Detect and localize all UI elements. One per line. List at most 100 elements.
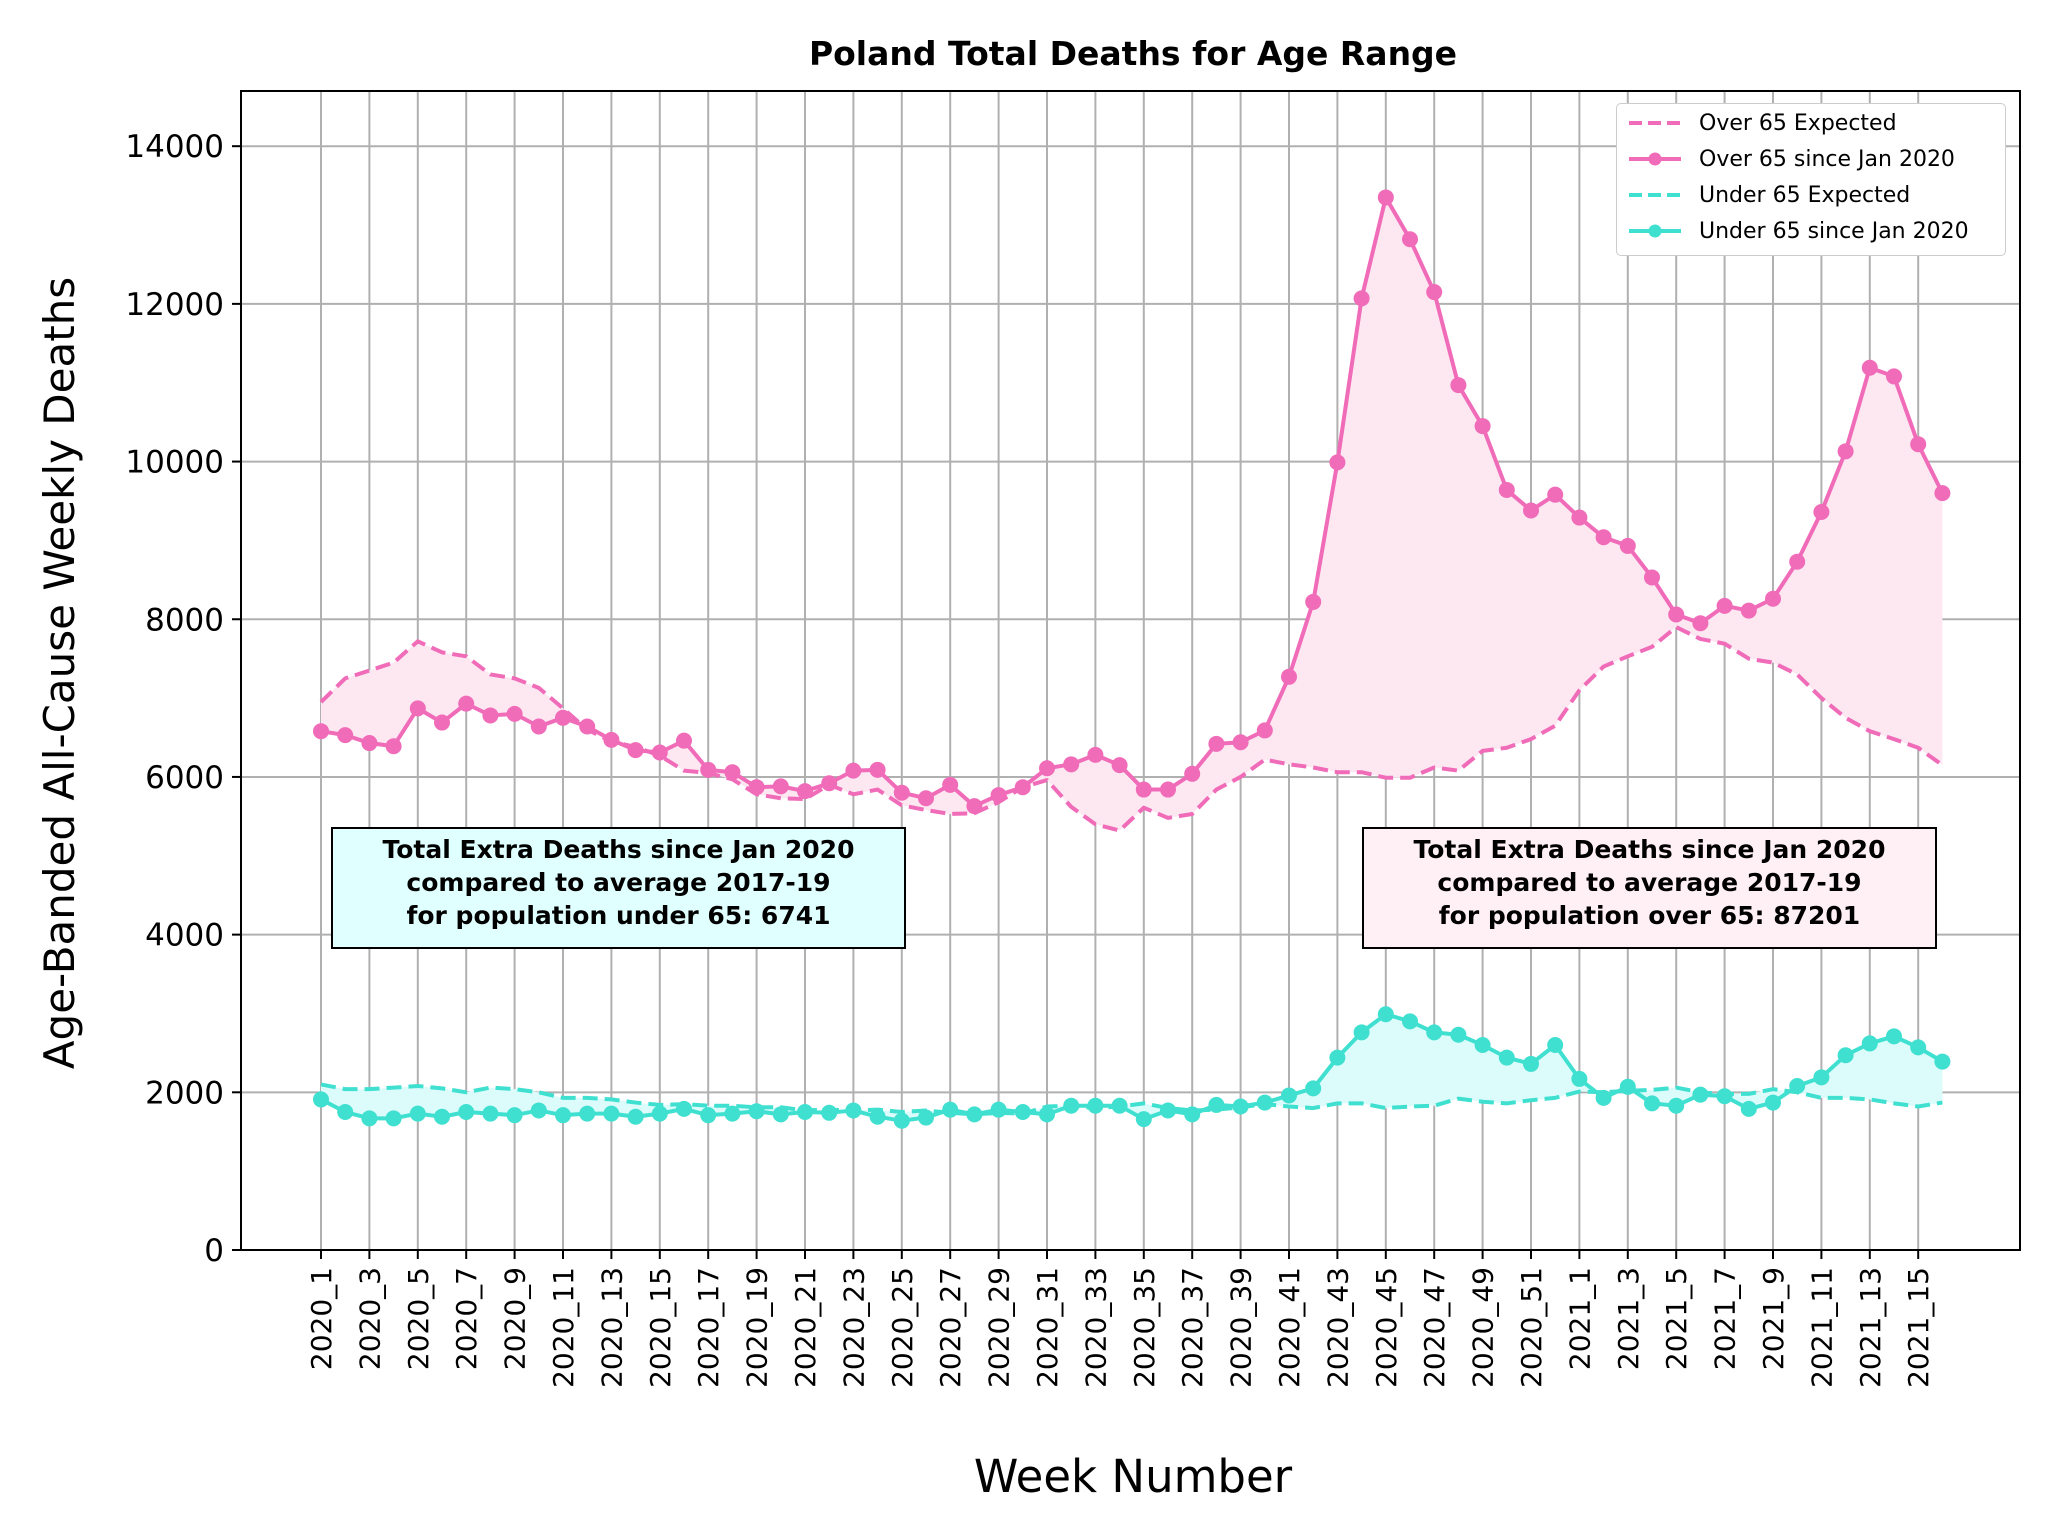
data-point [1619,1078,1636,1095]
data-point [700,761,717,778]
data-point [1450,1026,1467,1043]
x-tick-label: 2020_17 [692,1267,725,1388]
x-tick-label: 2020_37 [1176,1267,1209,1388]
data-point [361,735,378,752]
data-point [1377,1006,1394,1023]
data-point [1910,436,1927,453]
x-tick-label: 2021_9 [1757,1267,1790,1370]
x-axis-label: Week Number [974,1450,1293,1503]
y-tick-label: 14000 [125,129,224,165]
data-point [1740,602,1757,619]
y-tick-label: 10000 [125,445,224,481]
legend-swatch-dashed [1629,121,1681,125]
data-point [1353,290,1370,307]
data-point [1789,553,1806,570]
data-point [313,723,329,740]
data-point [869,761,886,778]
legend-item-over-65-expected: Over 65 Expected [1627,105,1897,141]
axes: 0 2000 4000 6000 8000 10000 12000 14000 2020_1 20… [125,90,2021,1388]
legend: Over 65 Expected Over 65 since Jan 2020 … [1616,103,2006,256]
x-tick-label: 2020_25 [886,1267,919,1388]
data-point [1523,1055,1539,1072]
legend-item-under-65-actual: Under 65 since Jan 2020 [1627,213,1969,249]
data-point [1716,1088,1733,1105]
data-point [676,1100,692,1117]
y-axis-label: Age-Banded All-Cause Weekly Deaths [35,277,84,1069]
data-point [1910,1039,1927,1056]
data-point [845,762,862,779]
data-point [1498,481,1515,498]
data-point [772,778,789,795]
legend-label: Under 65 Expected [1699,182,1911,208]
annotation-over-65: Total Extra Deaths since Jan 2020 compar… [1362,827,1937,949]
data-point [555,1107,571,1124]
x-tick-label: 2020_39 [1225,1267,1258,1388]
data-point [1886,1028,1902,1045]
data-point [1886,368,1902,385]
data-point [506,705,523,722]
data-point [1716,597,1733,614]
x-tick-label: 2020_43 [1321,1267,1354,1388]
x-tick-label: 2020_49 [1467,1267,1500,1388]
x-tick-label: 2021_3 [1612,1267,1645,1370]
data-point [845,1102,862,1119]
data-point [1184,1106,1201,1123]
data-point [1208,1096,1225,1113]
data-point [385,738,402,755]
y-tick-label: 12000 [125,287,224,323]
data-point [1135,781,1152,798]
data-point [724,764,741,781]
data-point [555,709,571,726]
data-point [893,1112,910,1129]
data-point [337,1104,354,1121]
data-point [1474,418,1491,435]
y-tick-label: 0 [204,1233,224,1269]
data-point [1305,1080,1322,1097]
y-tick-label: 8000 [145,602,224,638]
data-point [1256,1094,1273,1111]
data-point [1063,756,1080,773]
data-point [1232,734,1249,751]
legend-swatch-marker [1629,152,1681,166]
data-point [1160,781,1176,798]
data-point [1135,1111,1152,1128]
legend-swatch-marker [1629,224,1681,238]
data-point [1765,590,1781,607]
annotation-line: compared to average 2017-19 [406,868,831,897]
data-point [1474,1037,1491,1054]
data-point [579,1105,596,1122]
annotation-line: for population over 65: 87201 [1438,901,1861,930]
data-point [1039,1106,1055,1123]
data-point [990,787,1007,804]
x-tick-label: 2020_45 [1370,1267,1403,1388]
data-point [1668,606,1685,623]
data-point [966,798,983,815]
data-point [1740,1100,1757,1117]
annotation-line: Total Extra Deaths since Jan 2020 [382,835,855,864]
data-point [385,1110,402,1127]
data-point [724,1105,741,1122]
data-point [1160,1102,1176,1119]
data-point [1861,1035,1878,1052]
x-tick-label: 2020_1 [305,1267,338,1370]
data-point [603,1105,620,1122]
data-point [676,732,692,749]
data-point [821,775,838,792]
x-tick-label: 2021_13 [1854,1267,1887,1388]
data-point [942,1101,959,1118]
x-tick-label: 2021_5 [1660,1267,1693,1370]
data-point [1111,1097,1128,1114]
data-point [748,1103,765,1120]
legend-label: Under 65 since Jan 2020 [1699,218,1969,244]
data-point [1765,1094,1781,1111]
x-tick-label: 2021_1 [1563,1267,1596,1370]
data-point [1256,722,1273,739]
data-point [1813,504,1830,521]
data-point [1377,189,1394,206]
data-point [1039,760,1055,777]
data-point [651,744,668,761]
data-point [1353,1024,1370,1041]
data-point [1692,1086,1709,1103]
data-point [797,1104,813,1121]
data-point [1426,284,1443,301]
